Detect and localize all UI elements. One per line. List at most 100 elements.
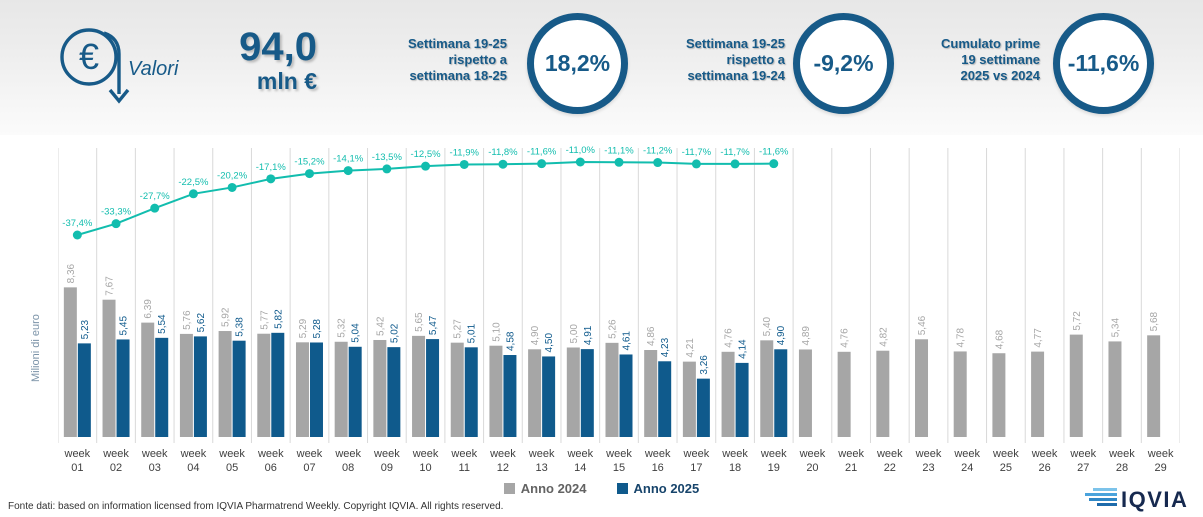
pct-diff-point — [653, 158, 663, 168]
x-tick-week-number: 26 — [1038, 462, 1050, 474]
bar-value-label: 5,01 — [467, 323, 478, 343]
x-tick-week-word: week — [799, 448, 826, 460]
bar-value-label: 4,78 — [956, 328, 967, 348]
pct-diff-label: -27,7% — [140, 191, 171, 202]
bar-anno-2024-week-15 — [605, 342, 619, 437]
bar-value-label: 5,40 — [762, 316, 773, 336]
bar-anno-2024-week-22 — [876, 350, 890, 437]
bar-value-label: 4,23 — [660, 337, 671, 357]
pct-diff-point — [730, 159, 740, 169]
kpi-week-vs-lastyear-value: -9,2% — [793, 13, 894, 114]
bar-value-label: 5,28 — [312, 319, 323, 339]
bar-value-label: 4,91 — [583, 325, 594, 345]
x-tick-week-number: 10 — [419, 462, 431, 474]
bar-value-label: 4,68 — [994, 329, 1005, 349]
bar-value-label: 5,00 — [569, 324, 580, 344]
bar-value-label: 5,32 — [337, 318, 348, 338]
x-tick-week-number: 23 — [922, 462, 934, 474]
bar-value-label: 5,26 — [608, 319, 619, 339]
bar-value-label: 5,27 — [453, 319, 464, 339]
bar-anno-2025-week-17 — [696, 378, 710, 437]
x-tick-week-word: week — [1108, 448, 1135, 460]
bar-value-label: 5,02 — [389, 323, 400, 343]
bar-value-label: 5,29 — [298, 318, 309, 338]
bar-anno-2025-week-05 — [232, 340, 246, 437]
bar-value-label: 5,76 — [182, 310, 193, 330]
x-tick-week-number: 24 — [961, 462, 973, 474]
bar-anno-2024-week-04 — [179, 333, 193, 437]
pct-diff-point — [304, 169, 314, 179]
bar-anno-2025-week-18 — [735, 362, 749, 437]
x-tick-week-word: week — [1069, 448, 1096, 460]
bar-anno-2024-week-07 — [295, 342, 309, 437]
bar-value-label: 5,68 — [1149, 311, 1160, 331]
x-tick-week-word: week — [760, 448, 787, 460]
pct-diff-label: -37,4% — [62, 218, 93, 229]
x-tick-week-word: week — [644, 448, 671, 460]
bar-value-label: 7,67 — [105, 276, 116, 296]
bar-value-label: 3,26 — [699, 355, 710, 375]
pct-diff-label: -11,1% — [604, 145, 634, 156]
pct-diff-point — [421, 161, 431, 171]
pct-diff-point — [343, 166, 353, 176]
bar-anno-2024-week-26 — [1031, 351, 1045, 437]
x-tick-week-number: 06 — [265, 462, 277, 474]
bar-anno-2025-week-03 — [155, 337, 169, 437]
bar-value-label: 4,77 — [1033, 328, 1044, 348]
legend-label-2025: Anno 2025 — [633, 481, 700, 496]
kpi-week-vs-lastyear-label: Settimana 19-25 rispetto a settimana 19-… — [686, 36, 785, 83]
pct-diff-label: -12,5% — [410, 149, 441, 160]
x-tick-week-number: 05 — [226, 462, 238, 474]
legend-swatch-2024 — [503, 483, 515, 494]
pct-diff-line — [77, 160, 774, 236]
legend-item-anno-2024: Anno 2024 — [503, 481, 587, 496]
pct-diff-label: -20,2% — [217, 170, 248, 181]
bar-anno-2025-week-15 — [619, 354, 633, 437]
bar-value-label: 4,76 — [840, 328, 851, 348]
x-tick-week-number: 20 — [806, 462, 818, 474]
bar-value-label: 5,45 — [119, 316, 130, 336]
x-tick-week-word: week — [992, 448, 1019, 460]
x-tick-week-word: week — [1031, 448, 1058, 460]
legend-label-2024: Anno 2024 — [520, 481, 587, 496]
chart-legend: Anno 2024 Anno 2025 — [0, 481, 1203, 496]
pct-diff-label: -15,2% — [294, 157, 325, 168]
bar-value-label: 5,54 — [157, 314, 168, 334]
pct-diff-label: -11,6% — [759, 147, 789, 158]
pct-diff-point — [691, 159, 701, 169]
x-tick-week-number: 11 — [459, 462, 470, 474]
pct-diff-point — [227, 182, 237, 192]
header-band: € Valori 94,0 mln € Settimana 19-25 risp… — [0, 0, 1203, 135]
x-tick-week-number: 14 — [574, 462, 586, 474]
pct-diff-label: -11,7% — [682, 147, 712, 158]
x-tick-week-number: 18 — [729, 462, 741, 474]
bar-value-label: 5,42 — [375, 316, 386, 336]
iqvia-logo: IQVIA — [1085, 487, 1187, 512]
pct-diff-label: -22,5% — [178, 177, 209, 188]
x-tick-week-number: 17 — [690, 462, 702, 474]
source-note: Fonte dati: based on information license… — [8, 501, 504, 512]
bar-value-label: 4,76 — [724, 328, 735, 348]
bar-value-label: 4,14 — [738, 339, 749, 359]
bar-anno-2024-week-05 — [218, 331, 232, 437]
kpi-cumulative-label: Cumulato prime 19 settimane 2025 vs 2024 — [941, 36, 1040, 83]
pct-diff-point — [266, 174, 276, 184]
bar-anno-2024-week-19 — [760, 340, 774, 437]
x-tick-week-word: week — [683, 448, 710, 460]
bar-anno-2024-week-25 — [992, 353, 1006, 437]
bar-value-label: 5,92 — [221, 307, 232, 327]
bar-value-label: 4,82 — [878, 327, 889, 347]
bar-anno-2025-week-01 — [77, 343, 91, 437]
bar-anno-2025-week-14 — [580, 349, 594, 437]
legend-swatch-2025 — [616, 483, 628, 494]
bar-anno-2024-week-28 — [1108, 341, 1122, 437]
pct-diff-label: -13,5% — [372, 152, 403, 163]
bar-anno-2025-week-12 — [503, 355, 517, 437]
total-value: 94,0 — [239, 25, 317, 69]
bar-anno-2024-week-29 — [1147, 335, 1161, 437]
pct-diff-label: -17,1% — [256, 162, 287, 173]
pct-diff-label: -33,3% — [101, 207, 132, 218]
pct-diff-point — [769, 159, 779, 169]
euro-value-icon: € — [60, 28, 130, 104]
bar-anno-2025-week-08 — [348, 346, 362, 437]
